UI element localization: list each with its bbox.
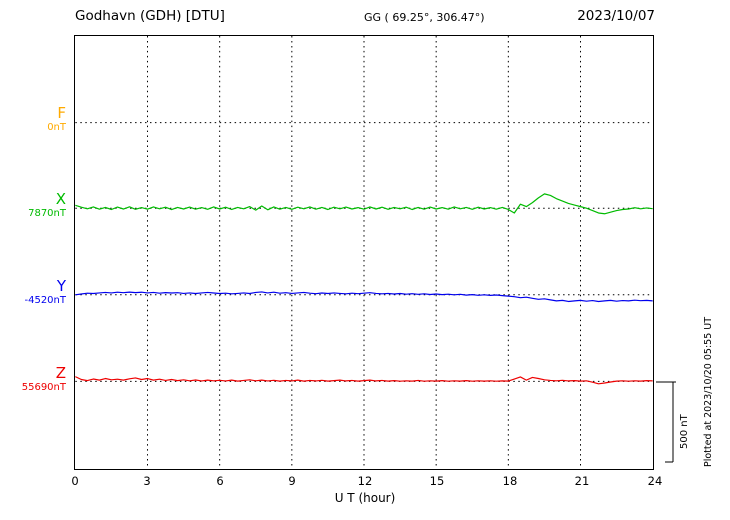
scale-bar — [656, 381, 676, 463]
plotted-at-note: Plotted at 2023/10/20 05:55 UT — [703, 316, 714, 467]
series-letter-x: X — [55, 190, 66, 208]
x-tick-18: 18 — [502, 474, 518, 488]
series-label-x: X 7870nT — [2, 191, 66, 220]
x-tick-21: 21 — [574, 474, 590, 488]
scale-bar-label: 500 nT — [679, 414, 690, 449]
series-baseline-z: 55690nT — [21, 382, 66, 393]
series-label-z: Z 55690nT — [2, 365, 66, 394]
trace-X — [75, 193, 653, 215]
x-tick-0: 0 — [71, 474, 79, 488]
x-tick-3: 3 — [143, 474, 151, 488]
series-label-f: F 0nT — [2, 105, 66, 134]
x-tick-6: 6 — [216, 474, 224, 488]
magnetogram-plot-area — [74, 35, 654, 470]
station-title: Godhavn (GDH) [DTU] — [75, 8, 225, 24]
series-letter-y: Y — [56, 277, 66, 295]
station-coords: GG ( 69.25°, 306.47°) — [364, 11, 485, 24]
x-tick-12: 12 — [357, 474, 373, 488]
series-baseline-x: 7870nT — [28, 208, 66, 219]
trace-Y — [75, 291, 653, 303]
plot-date: 2023/10/07 — [577, 8, 655, 24]
series-baseline-y: -4520nT — [24, 295, 66, 306]
trace-Z — [75, 376, 653, 385]
x-axis-label: U T (hour) — [334, 491, 396, 505]
series-label-y: Y -4520nT — [2, 278, 66, 307]
series-baseline-f: 0nT — [47, 122, 66, 133]
x-tick-24: 24 — [647, 474, 663, 488]
series-letter-f: F — [57, 104, 66, 122]
x-tick-15: 15 — [429, 474, 445, 488]
series-letter-z: Z — [55, 364, 66, 382]
x-tick-9: 9 — [288, 474, 296, 488]
